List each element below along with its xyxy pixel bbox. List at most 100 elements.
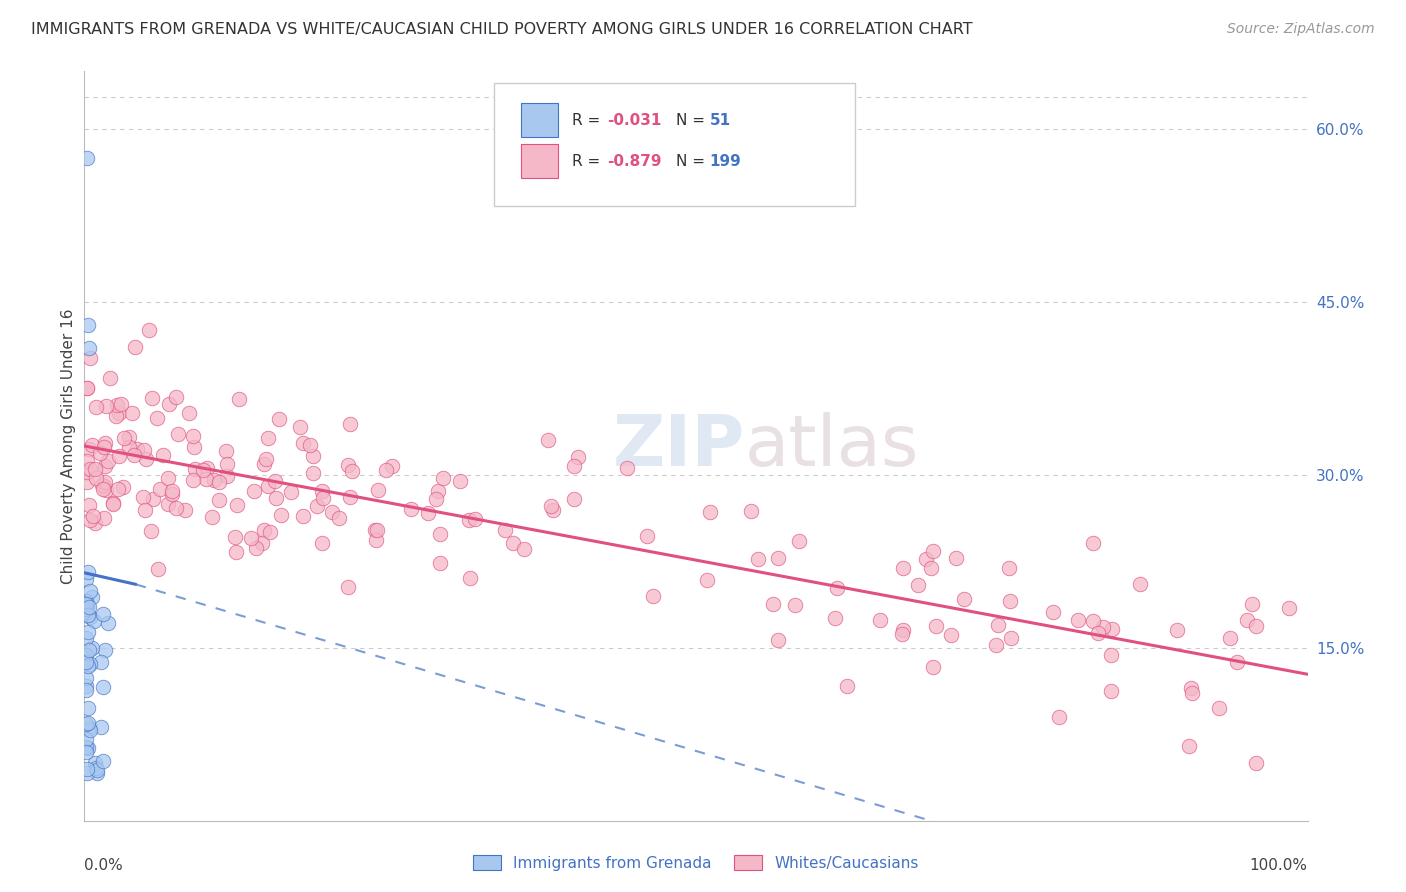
Point	[100, 371, 122, 385]
Point	[193, 462, 215, 476]
Point	[79, 351, 101, 365]
Point	[1081, 614, 1104, 628]
Point	[1129, 577, 1152, 591]
Point	[77, 498, 100, 512]
Point	[76, 597, 98, 611]
FancyBboxPatch shape	[522, 145, 558, 178]
Point	[101, 496, 124, 510]
Point	[920, 561, 942, 575]
Point	[291, 509, 314, 524]
Point	[77, 599, 100, 614]
Point	[79, 462, 101, 476]
Point	[79, 442, 101, 456]
Point	[399, 501, 422, 516]
Point	[93, 440, 115, 454]
Text: IMMIGRANTS FROM GRENADA VS WHITE/CAUCASIAN CHILD POVERTY AMONG GIRLS UNDER 16 CO: IMMIGRANTS FROM GRENADA VS WHITE/CAUCASI…	[31, 22, 973, 37]
Point	[94, 436, 117, 450]
Point	[75, 739, 97, 754]
Point	[79, 513, 101, 527]
Point	[75, 605, 97, 619]
Point	[91, 478, 114, 492]
Point	[94, 399, 117, 413]
Point	[869, 613, 891, 627]
Point	[257, 478, 280, 492]
Point	[225, 544, 247, 558]
Text: Source: ZipAtlas.com: Source: ZipAtlas.com	[1227, 22, 1375, 37]
Point	[142, 492, 165, 507]
Point	[76, 454, 98, 468]
Text: 199: 199	[710, 153, 741, 169]
Point	[562, 491, 585, 506]
Point	[75, 597, 97, 611]
Point	[290, 419, 312, 434]
Point	[94, 483, 117, 497]
Point	[160, 487, 183, 501]
Point	[76, 151, 98, 165]
Point	[89, 720, 111, 734]
Point	[699, 505, 721, 519]
Point	[986, 639, 1008, 653]
Point	[228, 392, 250, 406]
Point	[1166, 624, 1188, 638]
Point	[464, 511, 486, 525]
Point	[94, 459, 117, 474]
Point	[321, 505, 343, 519]
Point	[202, 473, 225, 487]
Point	[367, 483, 389, 497]
Point	[245, 541, 267, 555]
Point	[84, 760, 107, 774]
Point	[77, 565, 100, 579]
Point	[152, 448, 174, 462]
Point	[75, 732, 97, 747]
Point	[79, 657, 101, 671]
Point	[766, 550, 789, 565]
Point	[1226, 655, 1249, 669]
Point	[540, 500, 562, 514]
Point	[132, 442, 155, 457]
Point	[94, 643, 117, 657]
Point	[458, 513, 481, 527]
Point	[91, 681, 114, 695]
Point	[76, 475, 98, 490]
Point	[125, 442, 148, 456]
Point	[636, 529, 658, 543]
Point	[224, 530, 246, 544]
Point	[110, 397, 132, 411]
Text: -0.879: -0.879	[606, 153, 661, 169]
Point	[502, 536, 524, 550]
Point	[76, 607, 98, 622]
Point	[77, 701, 100, 715]
Point	[104, 409, 127, 424]
Point	[1277, 601, 1299, 615]
Point	[643, 589, 665, 603]
Point	[256, 431, 278, 445]
Point	[89, 446, 111, 460]
Point	[76, 381, 98, 395]
Point	[1092, 619, 1115, 633]
Point	[75, 572, 97, 586]
Point	[80, 438, 103, 452]
Text: 51: 51	[710, 112, 731, 128]
Point	[75, 717, 97, 731]
Point	[97, 616, 120, 631]
Point	[953, 591, 976, 606]
Point	[139, 524, 162, 538]
Point	[160, 484, 183, 499]
Text: R =: R =	[572, 112, 606, 128]
Point	[195, 461, 218, 475]
FancyBboxPatch shape	[494, 83, 855, 206]
Point	[76, 599, 98, 613]
Point	[250, 536, 273, 550]
Point	[1042, 605, 1064, 619]
Point	[253, 457, 276, 471]
Point	[165, 390, 187, 404]
Point	[311, 536, 333, 550]
Point	[138, 323, 160, 337]
Point	[1099, 684, 1122, 698]
FancyBboxPatch shape	[522, 103, 558, 137]
Point	[215, 443, 238, 458]
Point	[107, 406, 129, 420]
Point	[302, 466, 325, 480]
Point	[118, 430, 141, 444]
Point	[340, 464, 363, 478]
